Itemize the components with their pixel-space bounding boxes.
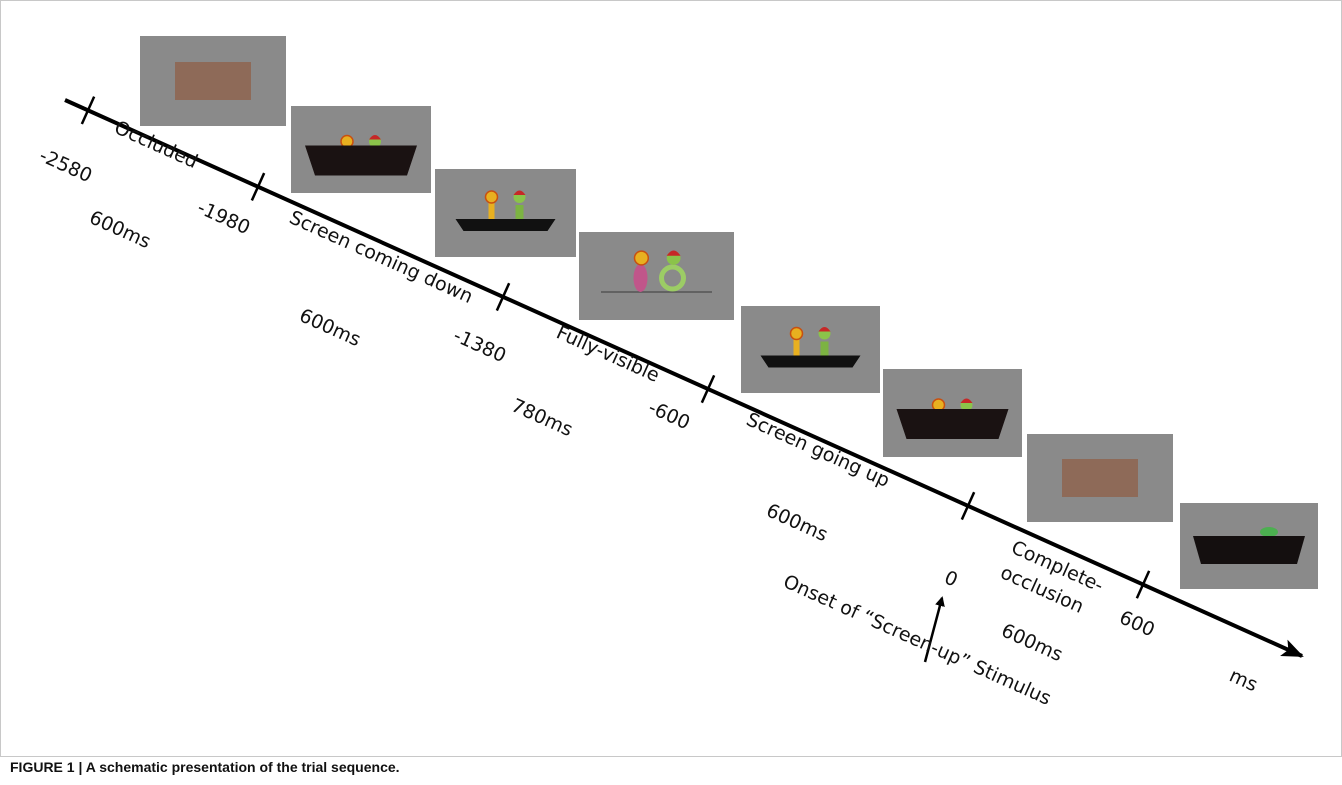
tick-mark: [1135, 570, 1151, 599]
tick-label: -2580: [36, 144, 95, 187]
image-background: [579, 232, 734, 320]
stimulus-image: [140, 36, 286, 126]
figure-body: [659, 264, 686, 292]
figure-head: [1260, 527, 1278, 537]
occluder: [1062, 459, 1138, 497]
stimulus-image: [579, 232, 734, 320]
figure-head: [484, 190, 499, 204]
screen: [1193, 536, 1305, 564]
figure-hat: [818, 327, 831, 332]
figure-hat: [666, 250, 681, 256]
occluder: [175, 62, 251, 100]
phase-duration: 600ms: [296, 304, 364, 351]
stimulus-image: [1180, 503, 1318, 589]
screen: [305, 145, 417, 176]
tick-label: 600: [1116, 606, 1158, 641]
stimulus-image: [435, 169, 576, 257]
tick-mark: [250, 172, 266, 201]
tick-mark: [960, 491, 976, 521]
tick-label: -1380: [450, 324, 509, 367]
tick-label: -1980: [194, 196, 253, 239]
caption: FIGURE 1 | A schematic presentation of t…: [10, 759, 400, 775]
screen: [896, 409, 1009, 439]
tick-mark: [495, 282, 511, 312]
stimulus-image: [883, 369, 1022, 457]
stimulus-image: [1027, 434, 1173, 522]
phase-duration: 780ms: [508, 394, 576, 441]
tick-label: 0: [941, 566, 961, 591]
figure-hat: [960, 398, 973, 403]
phase-label: Screen going up: [743, 408, 893, 491]
figure-head: [633, 250, 650, 266]
screen: [760, 355, 861, 368]
figure-head: [789, 326, 804, 341]
tick-mark: [700, 374, 716, 404]
image-background: [435, 169, 576, 257]
axis-unit: ms: [1226, 664, 1261, 696]
timeline-axis: [64, 98, 1304, 658]
phase-duration: 600ms: [763, 499, 831, 546]
phase-duration: 600ms: [86, 206, 154, 253]
tick-label: -600: [645, 396, 693, 434]
phase-label: Fully-visible: [553, 321, 663, 386]
onset-arrow: [923, 596, 945, 663]
tick-mark: [80, 96, 96, 125]
phase-duration: 600ms: [998, 619, 1066, 666]
stimulus-image: [741, 306, 880, 393]
figure-hat: [513, 190, 526, 195]
image-background: [741, 306, 880, 393]
figure-body: [633, 264, 648, 292]
figure-hat: [369, 135, 381, 140]
screen: [455, 219, 556, 231]
stimulus-image: [291, 106, 431, 193]
